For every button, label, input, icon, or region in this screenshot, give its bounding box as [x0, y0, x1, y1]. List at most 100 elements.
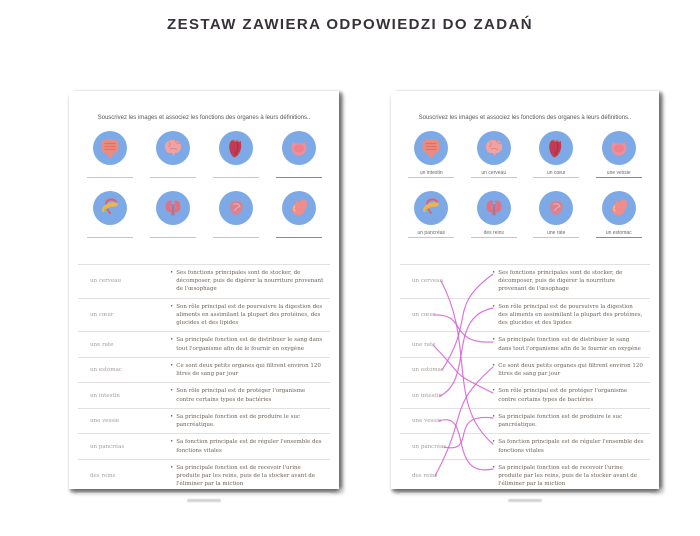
table-row: des reins • Sa principale fonction est de …: [78, 460, 330, 494]
table-row: un estomac • Ce sont deux petits organes q…: [78, 358, 330, 384]
organ-name-label: un pancréas: [412, 444, 492, 450]
organ-circle: [539, 190, 574, 225]
table-row: un estomac • Ce sont deux petits organes q…: [400, 358, 650, 384]
kidneys-icon: [165, 200, 180, 216]
organ-cell: une rate: [525, 190, 588, 238]
bullet-icon: •: [492, 303, 496, 310]
organ-name-text: une vessie: [90, 418, 120, 425]
organ-cell: [141, 130, 204, 178]
worksheet-instruction: Souscrivez les images et associez les fo…: [97, 115, 311, 121]
organ-name-text: un estomac: [90, 367, 123, 374]
organ-answer-blank: [149, 229, 196, 238]
definition-text: Ce sont deux petits organes qui filtrent…: [176, 362, 321, 378]
bullet-icon: •: [170, 439, 174, 446]
organ-name-text: un intestin: [412, 392, 442, 399]
organ-cell: un cerveau: [463, 130, 526, 178]
organ-name-text: un intestin: [90, 392, 120, 399]
definition-cell: • Ce sont deux petits organes qui filtren…: [170, 362, 330, 379]
organ-name-text: un estomac: [412, 367, 445, 374]
table-row: un intestin • Son rôle principal est de pr…: [400, 383, 650, 409]
organ-name-label: un cerveau: [90, 278, 170, 284]
organ-name-label: un intestin: [90, 393, 170, 399]
bullet-icon: •: [170, 388, 174, 395]
bullet-icon: •: [492, 464, 496, 471]
definition-cell: • Ce sont deux petits organes qui filtren…: [492, 362, 650, 379]
organ-circle: [92, 130, 127, 165]
organ-name-text: une rate: [90, 341, 114, 348]
organ-name-text: un cerveau: [412, 278, 443, 285]
bullet-icon: •: [170, 464, 174, 471]
organ-circle: [476, 130, 511, 165]
table-row: un cœur • Son rôle principal est de poursu…: [78, 299, 330, 333]
definition-cell: • Sa fonction principale est de réguler l…: [170, 438, 330, 455]
worksheet-answer-page: Souscrivez les images et associez les fo…: [391, 91, 659, 502]
definition-text: Ses fonctions principales sont de stocke…: [176, 269, 324, 293]
organ-name-label: un pancréas: [90, 444, 170, 450]
organ-answer-label: un estomac: [595, 229, 642, 238]
bullet-icon: •: [170, 337, 174, 344]
organ-answer-blank: [275, 229, 322, 238]
stomach-icon: [291, 198, 307, 216]
definition-cell: • Son rôle principal est de poursuivre la…: [492, 303, 650, 328]
organ-answer-blank: [86, 169, 133, 178]
organ-circle: [155, 190, 190, 225]
worksheet-instruction: Souscrivez les images et associez les fo…: [418, 115, 632, 121]
definition-text: Sa principale fonction est de distribuer…: [176, 337, 323, 352]
spleen-icon: [229, 200, 243, 215]
organ-circle: [601, 130, 636, 165]
match-table: un cerveau • Ses fonctions principales son…: [400, 263, 650, 494]
organ-answer-label: un cœur: [533, 169, 580, 178]
organ-circle: [218, 190, 253, 225]
bladder-icon: [611, 141, 627, 156]
organ-name-text: des reins: [90, 473, 116, 480]
bullet-icon: •: [170, 269, 174, 276]
organ-name-label: un intestin: [412, 393, 492, 399]
brain-icon: [164, 139, 181, 156]
organ-answer-label: des reins: [470, 229, 517, 238]
table-row: un pancréas • Sa fonction principale est d…: [78, 434, 330, 460]
table-row: un pancréas • Sa fonction principale est d…: [400, 434, 650, 460]
organ-answer-blank: [149, 169, 196, 178]
organ-name-label: des reins: [90, 473, 170, 479]
definition-cell: • Son rôle principal est de protéger l'or…: [492, 387, 650, 404]
organ-name-label: une vessie: [90, 418, 170, 424]
organ-grid: un intestin un cerveau un cœur une vessie un…: [400, 130, 651, 238]
organ-name-label: un cerveau: [412, 278, 492, 284]
organ-name-text: un cerveau: [90, 278, 121, 285]
organ-circle: [414, 130, 449, 165]
organ-name-text: un cœur: [412, 311, 436, 318]
definition-text: Sa principale fonction est de produire l…: [498, 413, 623, 429]
definition-text: Sa fonction principale est de réguler l'…: [498, 439, 644, 454]
organ-answer-label: un intestin: [408, 169, 455, 178]
definition-text: Ce sont deux petits organes qui filtrent…: [498, 362, 643, 378]
table-row: un cerveau • Ses fonctions principales son…: [78, 265, 330, 299]
organ-name-label: des reins: [412, 473, 492, 479]
table-row: des reins • Sa principale fonction est de …: [400, 460, 650, 494]
definition-cell: • Son rôle principal est de poursuivre la…: [170, 303, 330, 328]
bullet-icon: •: [170, 362, 174, 369]
organ-answer-label: un cerveau: [470, 169, 517, 178]
definition-text: Sa principale fonction est de produire l…: [176, 413, 301, 429]
worksheet-question-page: Souscrivez les images et associez les fo…: [69, 91, 339, 502]
definition-cell: • Sa principale fonction est de distribue…: [170, 336, 330, 353]
bullet-icon: •: [170, 303, 174, 310]
definition-cell: • Sa principale fonction est de produire …: [492, 413, 650, 430]
organ-answer-blank: [212, 169, 259, 178]
organ-cell: une vessie: [588, 130, 651, 178]
definition-text: Sa principale fonction est de distribuer…: [498, 337, 641, 352]
page-title: ZESTAW ZAWIERA ODPOWIEDZI DO ZADAŃ: [167, 16, 533, 33]
organ-cell: [141, 190, 204, 238]
definition-cell: • Sa principale fonction est de produire …: [170, 413, 330, 430]
definition-cell: • Sa principale fonction est de distribue…: [492, 336, 650, 353]
organ-cell: [267, 190, 330, 238]
table-row: une rate • Sa principale fonction est de d…: [400, 332, 650, 358]
footer-watermark: [508, 498, 542, 502]
definition-text: Sa fonction principale est de réguler l'…: [176, 439, 322, 454]
organ-name-text: un cœur: [90, 311, 114, 318]
organ-name-text: un pancréas: [90, 443, 125, 450]
brain-icon: [485, 139, 502, 156]
organ-name-label: un estomac: [412, 367, 492, 373]
table-row: une rate • Sa principale fonction est de d…: [78, 332, 330, 358]
organ-answer-label: une rate: [533, 229, 580, 238]
organ-cell: un pancréas: [400, 190, 463, 238]
